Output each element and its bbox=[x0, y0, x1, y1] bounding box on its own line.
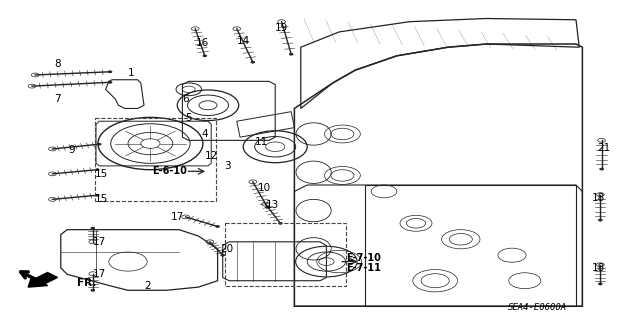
Circle shape bbox=[266, 206, 269, 208]
Circle shape bbox=[598, 283, 602, 285]
Circle shape bbox=[216, 226, 220, 227]
Text: 14: 14 bbox=[237, 36, 250, 46]
Text: 4: 4 bbox=[202, 129, 208, 139]
Circle shape bbox=[600, 168, 604, 170]
Circle shape bbox=[278, 222, 282, 224]
Text: 3: 3 bbox=[224, 161, 230, 171]
Circle shape bbox=[289, 53, 293, 55]
Text: 17: 17 bbox=[93, 237, 106, 247]
Bar bbox=[95, 118, 216, 201]
Circle shape bbox=[97, 143, 101, 145]
Circle shape bbox=[108, 71, 112, 73]
Text: E-7-11: E-7-11 bbox=[346, 263, 381, 273]
Text: 13: 13 bbox=[266, 200, 278, 210]
Text: 16: 16 bbox=[196, 38, 209, 48]
Text: 19: 19 bbox=[275, 23, 288, 33]
Text: 18: 18 bbox=[592, 263, 605, 273]
Text: 8: 8 bbox=[54, 59, 61, 69]
Circle shape bbox=[91, 227, 95, 229]
Text: E-6-10: E-6-10 bbox=[152, 166, 187, 176]
Text: FR.: FR. bbox=[77, 278, 96, 288]
Circle shape bbox=[251, 61, 255, 63]
Text: 17: 17 bbox=[172, 212, 184, 222]
Text: E-7-10: E-7-10 bbox=[346, 253, 381, 263]
Text: 5: 5 bbox=[186, 113, 192, 123]
Text: 2: 2 bbox=[144, 280, 150, 291]
Circle shape bbox=[598, 219, 602, 221]
Circle shape bbox=[108, 81, 112, 83]
Text: 12: 12 bbox=[205, 151, 218, 161]
Text: 18: 18 bbox=[592, 193, 605, 203]
Text: 15: 15 bbox=[95, 169, 108, 179]
Text: 9: 9 bbox=[68, 145, 75, 155]
Text: 15: 15 bbox=[95, 194, 108, 204]
Text: 6: 6 bbox=[182, 94, 189, 104]
Circle shape bbox=[95, 194, 99, 196]
FancyArrow shape bbox=[28, 272, 58, 287]
Circle shape bbox=[221, 254, 225, 256]
Circle shape bbox=[91, 289, 95, 291]
Text: 20: 20 bbox=[221, 244, 234, 255]
Text: 17: 17 bbox=[93, 269, 106, 279]
Text: 10: 10 bbox=[258, 183, 271, 193]
Text: 1: 1 bbox=[128, 68, 134, 78]
Text: 21: 21 bbox=[598, 143, 611, 153]
Circle shape bbox=[203, 55, 207, 57]
Circle shape bbox=[95, 169, 99, 171]
Text: 7: 7 bbox=[54, 94, 61, 104]
Bar bbox=[225, 223, 346, 286]
Text: 11: 11 bbox=[255, 137, 268, 147]
Text: SEA4-E0600A: SEA4-E0600A bbox=[508, 303, 567, 312]
